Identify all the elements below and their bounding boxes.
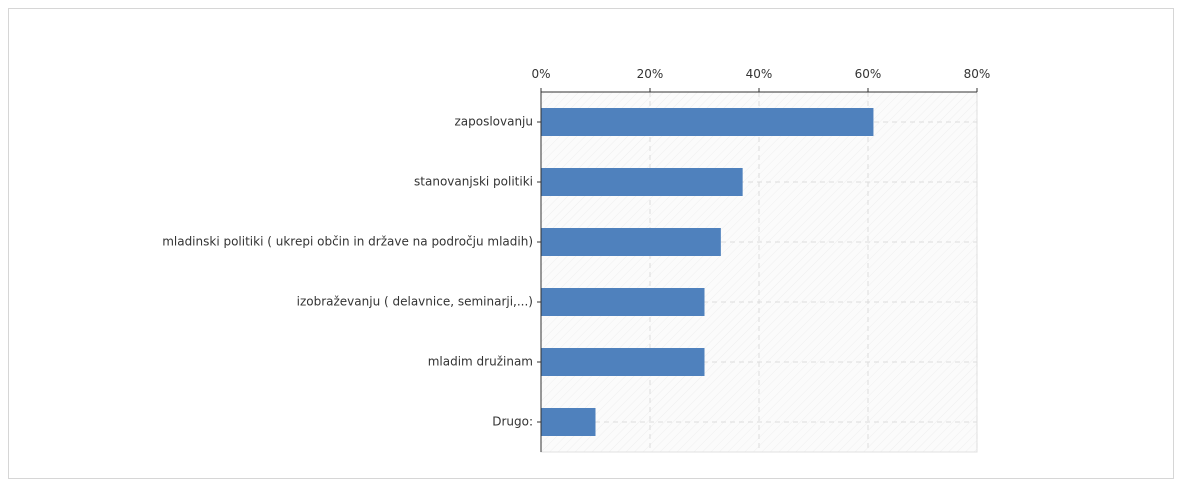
bar bbox=[541, 168, 743, 196]
y-tick-label: mladim družinam bbox=[427, 354, 533, 369]
x-tick-label: 20% bbox=[637, 67, 664, 81]
bar bbox=[541, 288, 705, 316]
y-tick-label: Drugo: bbox=[492, 414, 533, 429]
x-tick-label: 80% bbox=[964, 67, 991, 81]
panel bbox=[8, 8, 1174, 479]
y-tick-label: mladinski politiki ( ukrepi občin in drž… bbox=[162, 234, 533, 249]
bar bbox=[541, 408, 596, 436]
x-tick-label: 60% bbox=[855, 67, 882, 81]
x-tick-label: 0% bbox=[531, 67, 550, 81]
bar bbox=[541, 348, 705, 376]
y-tick-label: izobraževanju ( delavnice, seminarji,...… bbox=[296, 294, 533, 309]
bar bbox=[541, 108, 874, 136]
y-tick-label: zaposlovanju bbox=[454, 114, 533, 129]
x-tick-label: 40% bbox=[746, 67, 773, 81]
y-tick-label: stanovanjski politiki bbox=[414, 174, 533, 189]
bar bbox=[541, 228, 721, 256]
